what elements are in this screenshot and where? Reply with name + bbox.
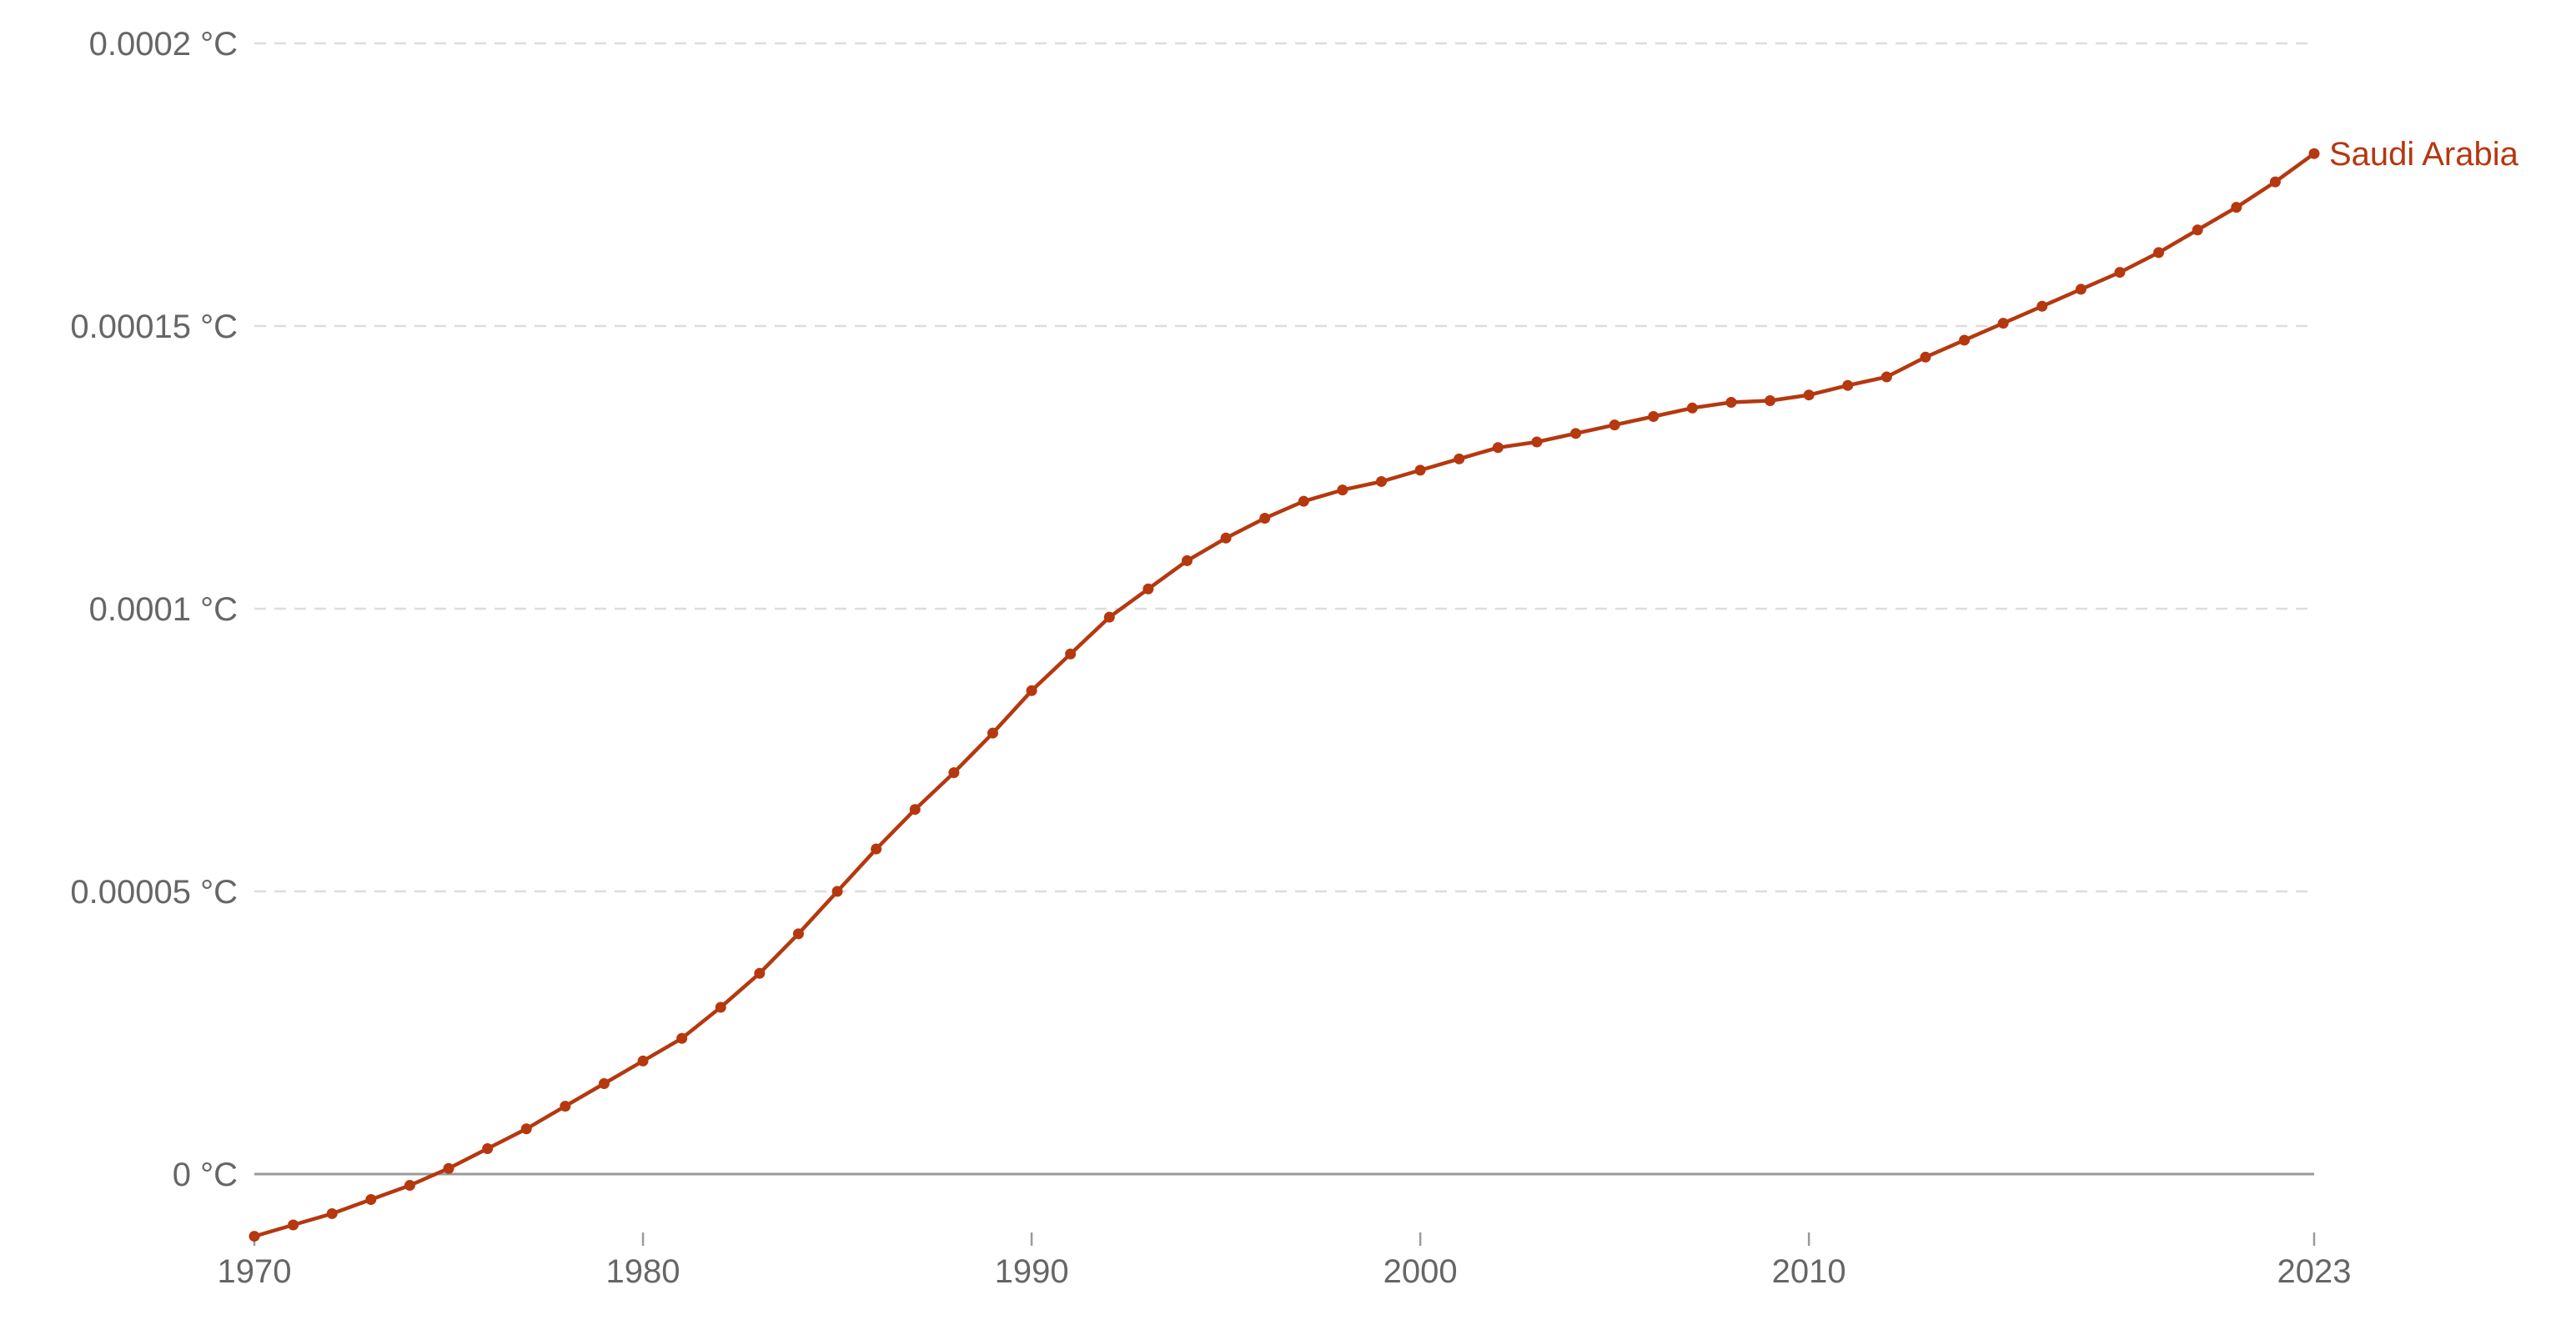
data-point — [948, 767, 960, 779]
data-point — [326, 1207, 338, 1219]
data-point — [520, 1123, 532, 1135]
data-point — [1959, 334, 1971, 346]
data-point — [560, 1101, 571, 1112]
data-point — [2269, 176, 2281, 188]
data-point — [1142, 583, 1154, 595]
data-point — [1609, 419, 1620, 431]
data-point — [1454, 453, 1465, 464]
data-point — [1686, 402, 1698, 414]
data-point — [1103, 611, 1115, 623]
data-point — [987, 727, 998, 739]
data-point — [1026, 685, 1037, 696]
data-point — [288, 1219, 299, 1231]
data-point — [1803, 389, 1815, 401]
series-label: Saudi Arabia — [2329, 136, 2519, 173]
data-point — [715, 1001, 726, 1013]
series-line — [252, 151, 2317, 1238]
data-point — [1337, 484, 1348, 496]
x-tick-label: 1980 — [606, 1253, 680, 1290]
data-point — [2114, 267, 2126, 279]
data-point — [871, 843, 882, 855]
data-point — [2075, 284, 2086, 295]
data-point — [1492, 442, 1504, 454]
y-tick-label: 0 °C — [173, 1157, 238, 1193]
x-tick-label: 2023 — [2277, 1253, 2352, 1290]
x-tick-label: 2000 — [1383, 1253, 1458, 1290]
y-tick-label: 0.0001 °C — [89, 591, 238, 628]
data-point — [1765, 394, 1776, 406]
data-point — [792, 928, 804, 940]
data-point — [1881, 371, 1892, 383]
data-point — [443, 1162, 454, 1174]
x-tick-label: 2010 — [1772, 1253, 1846, 1290]
data-point — [754, 967, 766, 979]
x-tick-label: 1990 — [995, 1253, 1069, 1290]
data-point — [365, 1194, 377, 1206]
series-layer: Saudi Arabia — [249, 136, 2519, 1242]
data-point — [598, 1078, 610, 1090]
gridlines — [254, 42, 2314, 1176]
data-point — [404, 1180, 415, 1192]
data-point — [2036, 300, 2048, 312]
data-point — [676, 1032, 688, 1044]
data-point — [2153, 247, 2165, 258]
data-point — [2192, 224, 2203, 236]
data-point — [1648, 410, 1660, 422]
data-point — [1298, 495, 1309, 507]
y-axis: 0 °C 0.00005 °C 0.0001 °C 0.00015 °C 0.0002 … — [70, 26, 238, 1193]
data-point — [1531, 436, 1543, 448]
y-tick-label: 0.00015 °C — [70, 309, 238, 345]
data-point — [637, 1055, 649, 1066]
data-point — [1220, 532, 1232, 544]
data-point — [1725, 397, 1737, 409]
data-point — [1920, 351, 1931, 363]
x-axis: 1970 1980 1990 2000 2010 2023 — [218, 1232, 2352, 1290]
data-point — [1065, 648, 1077, 660]
data-point — [1259, 513, 1271, 524]
data-point — [2231, 202, 2242, 213]
data-point — [1997, 318, 2009, 329]
data-point — [1570, 428, 1582, 439]
data-point — [1181, 555, 1193, 566]
data-point — [1414, 464, 1426, 476]
data-point — [249, 1231, 260, 1242]
y-tick-label: 0.00005 °C — [70, 874, 238, 911]
y-tick-label: 0.0002 °C — [89, 26, 238, 63]
data-point — [482, 1142, 494, 1154]
data-point — [909, 804, 921, 816]
data-point — [2308, 148, 2320, 159]
data-point — [1376, 475, 1388, 487]
data-point — [1842, 379, 1854, 391]
x-tick-label: 1970 — [218, 1253, 292, 1290]
data-point — [831, 886, 843, 897]
